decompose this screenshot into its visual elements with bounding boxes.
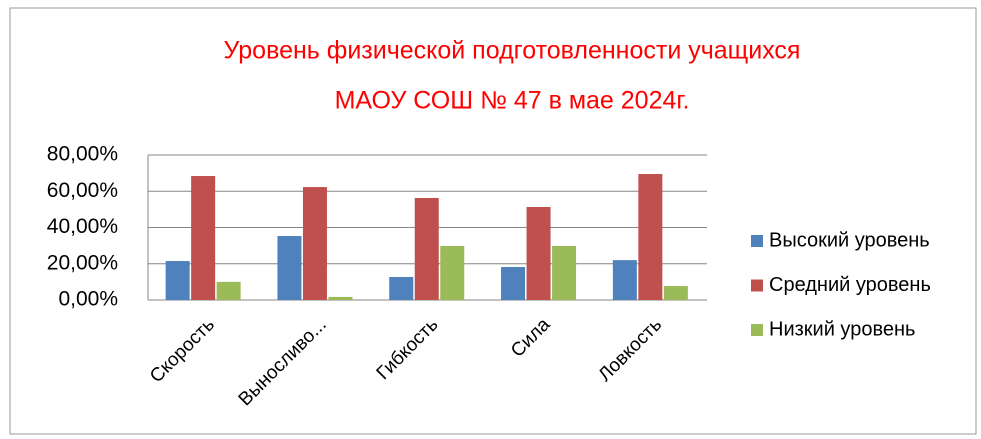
legend-label: Высокий уровень [769, 229, 930, 251]
legend-label: Средний уровень [769, 274, 931, 296]
bar [389, 276, 414, 300]
y-tick-label: 60,00% [47, 179, 118, 202]
bar [328, 296, 353, 300]
legend-swatch [751, 235, 763, 247]
bar [191, 176, 216, 300]
bar [165, 261, 190, 300]
bar [638, 174, 663, 300]
bar [552, 245, 577, 300]
bar [216, 281, 241, 300]
bar [302, 187, 327, 300]
legend-swatch [751, 324, 763, 336]
bar [612, 260, 637, 300]
legend-label: Низкий уровень [769, 318, 915, 340]
chart-frame [9, 7, 977, 435]
bar [501, 267, 526, 300]
bar [440, 245, 465, 300]
chart-title: МАОУ СОШ № 47 в мае 2024г. [335, 87, 690, 115]
bar [526, 207, 551, 300]
legend-swatch [751, 279, 763, 292]
bar [277, 236, 302, 300]
y-tick-label: 80,00% [47, 143, 118, 166]
y-tick-label: 0,00% [58, 288, 118, 311]
y-tick-label: 40,00% [47, 215, 118, 238]
y-tick-label: 20,00% [47, 251, 118, 274]
bar [414, 197, 439, 300]
bar [663, 286, 688, 300]
chart-title: Уровень физической подготовленности учащ… [224, 37, 801, 65]
